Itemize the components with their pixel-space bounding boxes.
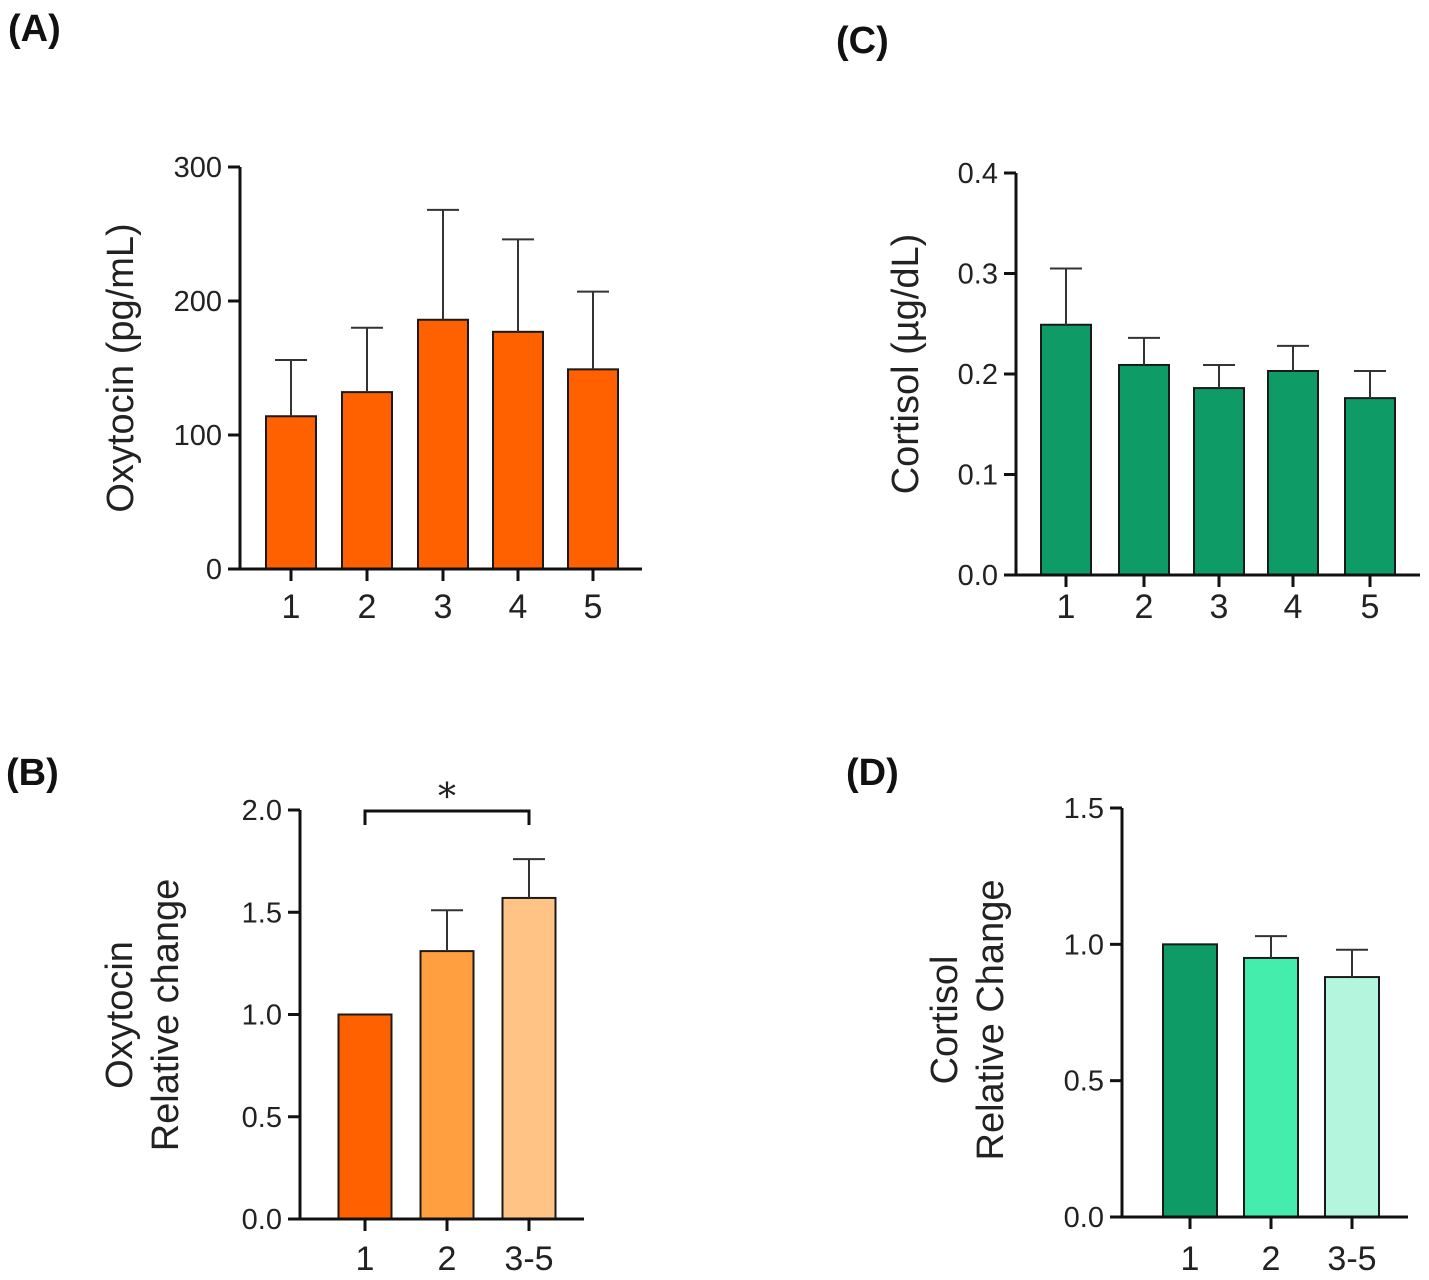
bar bbox=[1267, 369, 1319, 576]
chart-panel-1: 0.0 0.5 1.0 1.5 2.0 1 2 3-5 Oxytocin Relative cha… bbox=[99, 777, 584, 1278]
bar bbox=[567, 368, 619, 570]
y-tick-label: 0 bbox=[206, 554, 222, 586]
bar bbox=[337, 1013, 393, 1220]
y-tick-label: 1.0 bbox=[242, 1000, 282, 1032]
bar bbox=[1118, 363, 1170, 576]
x-tick-label: 1 bbox=[282, 588, 301, 626]
y-tick-label: 1.5 bbox=[1064, 793, 1104, 825]
y-axis-label: Relative change bbox=[145, 879, 187, 1152]
bar bbox=[1344, 397, 1396, 576]
y-axis-label: Oxytocin bbox=[99, 941, 141, 1089]
x-tick-label: 3 bbox=[434, 588, 453, 626]
bar bbox=[501, 896, 557, 1220]
chart-panel-0: 0 100 200 300 1 2 3 4 5 Oxytocin (pg/mL) bbox=[100, 152, 642, 626]
y-tick-label: 0.5 bbox=[1064, 1066, 1104, 1098]
x-tick-label: 3-5 bbox=[504, 1240, 553, 1278]
y-tick-label: 0.0 bbox=[242, 1204, 282, 1236]
y-tick-label: 300 bbox=[174, 152, 222, 184]
y-tick-label: 1.0 bbox=[1064, 929, 1104, 961]
panel-label-d: (D) bbox=[846, 752, 899, 794]
x-tick-label: 2 bbox=[358, 588, 377, 626]
x-tick-label: 4 bbox=[509, 588, 528, 626]
y-tick-label: 1.5 bbox=[242, 897, 282, 929]
panel-label-a: (A) bbox=[8, 8, 61, 50]
x-tick-label: 2 bbox=[1262, 1240, 1281, 1278]
significance-star: * bbox=[438, 777, 456, 818]
chart-panel-2: 0.0 0.1 0.2 0.3 0.4 1 2 3 4 5 Cortisol (µg/dL) bbox=[885, 158, 1420, 626]
y-tick-label: 0.0 bbox=[1064, 1202, 1104, 1234]
y-tick-label: 0.5 bbox=[242, 1102, 282, 1134]
y-tick-label: 100 bbox=[174, 420, 222, 452]
bar bbox=[417, 318, 469, 571]
y-axis-label: Oxytocin (pg/mL) bbox=[100, 223, 142, 512]
y-tick-label: 0.1 bbox=[958, 460, 998, 492]
x-tick-label: 1 bbox=[1057, 588, 1076, 626]
x-tick-label: 4 bbox=[1284, 588, 1303, 626]
y-axis-label: Relative Change bbox=[970, 880, 1012, 1161]
x-tick-label: 3-5 bbox=[1327, 1240, 1376, 1278]
bar bbox=[1040, 323, 1092, 576]
bar bbox=[419, 950, 475, 1220]
significance-bracket bbox=[363, 809, 531, 825]
x-tick-label: 3 bbox=[1210, 588, 1229, 626]
x-tick-label: 2 bbox=[1135, 588, 1154, 626]
panel-label-c: (C) bbox=[836, 20, 889, 62]
x-tick-label: 5 bbox=[1361, 588, 1380, 626]
y-tick-label: 0.3 bbox=[958, 259, 998, 291]
x-tick-label: 1 bbox=[356, 1240, 375, 1278]
bar bbox=[1324, 976, 1380, 1219]
x-tick-label: 2 bbox=[438, 1240, 457, 1278]
chart-panel-3: 0.0 0.5 1.0 1.5 1 2 3-5 Cortisol Relative Change bbox=[924, 793, 1408, 1278]
bar bbox=[492, 330, 544, 570]
bar bbox=[1193, 387, 1245, 576]
x-tick-label: 1 bbox=[1181, 1240, 1200, 1278]
y-axis-label: Cortisol bbox=[924, 956, 966, 1085]
bar bbox=[341, 391, 393, 570]
y-axis-label: Cortisol (µg/dL) bbox=[885, 234, 927, 495]
y-tick-label: 0.0 bbox=[958, 560, 998, 592]
bar bbox=[265, 415, 317, 570]
x-tick-label: 5 bbox=[584, 588, 603, 626]
y-tick-label: 200 bbox=[174, 286, 222, 318]
bar bbox=[1243, 956, 1299, 1218]
bar bbox=[1162, 943, 1218, 1218]
y-tick-label: 2.0 bbox=[242, 795, 282, 827]
y-tick-label: 0.4 bbox=[958, 158, 998, 190]
panel-label-b: (B) bbox=[6, 752, 59, 794]
y-tick-label: 0.2 bbox=[958, 359, 998, 391]
